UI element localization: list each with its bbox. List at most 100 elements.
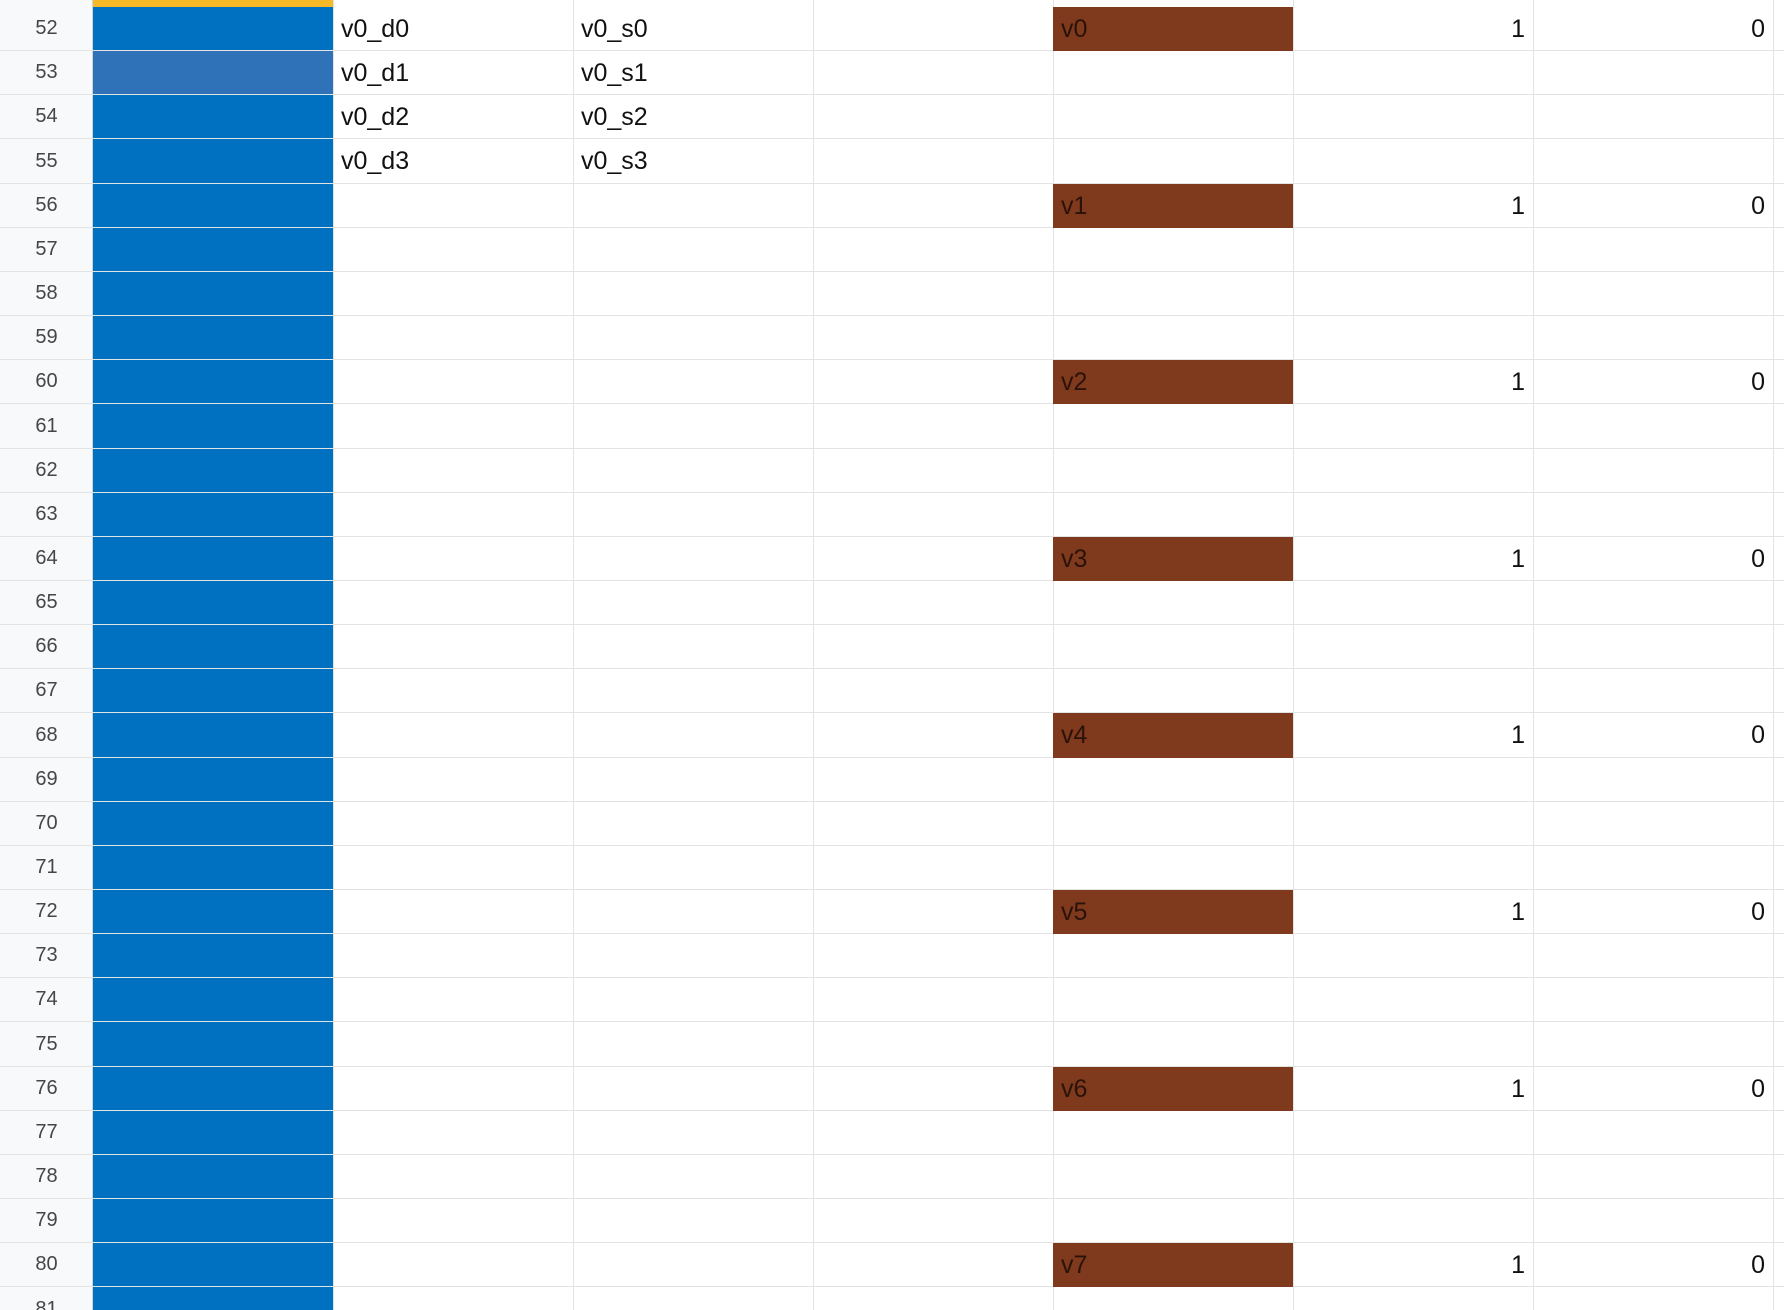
cell-count-value[interactable]	[1293, 272, 1533, 316]
cell-count-value[interactable]	[1293, 846, 1533, 890]
cell-zero-value[interactable]	[1533, 449, 1773, 493]
row-number[interactable]: 80	[0, 1243, 93, 1287]
cell-count-value[interactable]	[1293, 139, 1533, 184]
cell-s-value[interactable]	[573, 1155, 813, 1199]
cell-s-value[interactable]: v0_s1	[581, 58, 648, 87]
cell-d-value[interactable]	[333, 934, 573, 978]
cell-s-value[interactable]	[573, 1022, 813, 1067]
cell-d-value[interactable]	[333, 713, 573, 758]
cell-count-value[interactable]: 1	[1511, 14, 1525, 43]
cell-s-value[interactable]	[573, 1199, 813, 1243]
cell-zero-value[interactable]	[1533, 139, 1773, 184]
cell-d-value[interactable]	[333, 493, 573, 537]
cell-d-value[interactable]	[333, 1199, 573, 1243]
cell-d-value[interactable]: v0_d2	[341, 102, 410, 131]
selected-cell[interactable]	[93, 51, 333, 95]
cell-zero-value[interactable]	[1533, 228, 1773, 272]
cell-count-value[interactable]	[1293, 934, 1533, 978]
cell-zero-value[interactable]	[1533, 1155, 1773, 1199]
cell-d-value[interactable]	[333, 1243, 573, 1287]
cell-zero-value[interactable]	[1533, 1287, 1773, 1310]
cell-d-value[interactable]	[333, 184, 573, 228]
cell-d-value[interactable]	[333, 404, 573, 449]
tag-cell[interactable]: v3	[1053, 537, 1293, 581]
cell-count-value[interactable]	[1293, 228, 1533, 272]
row-number[interactable]: 78	[0, 1155, 93, 1199]
cell-d-value[interactable]: v0_d0	[341, 14, 410, 43]
cell-zero-value[interactable]	[1533, 51, 1773, 95]
cell-count-value[interactable]	[1293, 449, 1533, 493]
cell-count-value[interactable]	[1293, 669, 1533, 713]
cell-zero-value[interactable]	[1533, 846, 1773, 890]
row-number[interactable]: 59	[0, 316, 93, 360]
tag-cell[interactable]: v0	[1053, 7, 1293, 51]
cell-zero-value[interactable]	[1533, 1111, 1773, 1155]
row-number[interactable]: 54	[0, 95, 93, 139]
cell-d-value[interactable]	[333, 316, 573, 360]
row-number[interactable]: 55	[0, 139, 93, 184]
cell-zero-value[interactable]	[1533, 404, 1773, 449]
cell-s-value[interactable]: v0_s3	[581, 147, 648, 175]
row-number[interactable]: 64	[0, 537, 93, 581]
cell-d-value[interactable]	[333, 1067, 573, 1111]
cell-d-value[interactable]	[333, 537, 573, 581]
cell-count-value[interactable]	[1293, 1155, 1533, 1199]
row-number[interactable]: 72	[0, 890, 93, 934]
tag-cell[interactable]: v2	[1053, 360, 1293, 404]
cell-zero-value[interactable]: 0	[1751, 1250, 1765, 1279]
cell-s-value[interactable]	[573, 581, 813, 625]
cell-count-value[interactable]	[1293, 1022, 1533, 1067]
cell-d-value[interactable]	[333, 846, 573, 890]
cell-zero-value[interactable]	[1533, 95, 1773, 139]
cell-zero-value[interactable]	[1533, 1022, 1773, 1067]
cell-zero-value[interactable]	[1533, 758, 1773, 802]
row-number[interactable]: 63	[0, 493, 93, 537]
cell-zero-value[interactable]	[1533, 802, 1773, 846]
row-number[interactable]: 67	[0, 669, 93, 713]
row-number[interactable]: 52	[0, 7, 93, 51]
row-number[interactable]: 74	[0, 978, 93, 1022]
cell-count-value[interactable]	[1293, 978, 1533, 1022]
cell-count-value[interactable]	[1293, 625, 1533, 669]
cell-count-value[interactable]	[1293, 581, 1533, 625]
cell-s-value[interactable]	[573, 978, 813, 1022]
row-number[interactable]: 79	[0, 1199, 93, 1243]
cell-d-value[interactable]	[333, 978, 573, 1022]
cell-zero-value[interactable]: 0	[1751, 544, 1765, 573]
cell-s-value[interactable]	[573, 802, 813, 846]
cell-d-value[interactable]: v0_d3	[341, 147, 410, 175]
cell-d-value[interactable]	[333, 1111, 573, 1155]
cell-d-value[interactable]	[333, 669, 573, 713]
cell-zero-value[interactable]: 0	[1751, 897, 1765, 926]
cell-count-value[interactable]	[1293, 758, 1533, 802]
cell-zero-value[interactable]: 0	[1751, 191, 1765, 220]
row-number[interactable]: 76	[0, 1067, 93, 1111]
cell-s-value[interactable]	[573, 1287, 813, 1310]
cell-s-value[interactable]	[573, 272, 813, 316]
row-number[interactable]: 60	[0, 360, 93, 404]
cell-zero-value[interactable]	[1533, 669, 1773, 713]
row-number[interactable]: 65	[0, 581, 93, 625]
cell-count-value[interactable]: 1	[1511, 1074, 1525, 1103]
cell-zero-value[interactable]: 0	[1751, 1074, 1765, 1103]
cell-s-value[interactable]	[573, 669, 813, 713]
cell-d-value[interactable]	[333, 758, 573, 802]
cell-s-value[interactable]	[573, 404, 813, 449]
cell-d-value[interactable]	[333, 581, 573, 625]
cell-zero-value[interactable]: 0	[1751, 14, 1765, 43]
cell-d-value[interactable]	[333, 1155, 573, 1199]
cell-d-value[interactable]	[333, 890, 573, 934]
cell-s-value[interactable]	[573, 890, 813, 934]
cell-zero-value[interactable]	[1533, 934, 1773, 978]
cell-zero-value[interactable]	[1533, 581, 1773, 625]
cell-s-value[interactable]	[573, 184, 813, 228]
cell-count-value[interactable]	[1293, 802, 1533, 846]
cell-s-value[interactable]	[573, 1243, 813, 1287]
cell-count-value[interactable]: 1	[1511, 544, 1525, 573]
cell-d-value[interactable]	[333, 228, 573, 272]
cell-d-value[interactable]	[333, 1287, 573, 1310]
row-number[interactable]: 57	[0, 228, 93, 272]
cell-count-value[interactable]	[1293, 1199, 1533, 1243]
cell-count-value[interactable]: 1	[1511, 721, 1525, 749]
row-number[interactable]: 71	[0, 846, 93, 890]
